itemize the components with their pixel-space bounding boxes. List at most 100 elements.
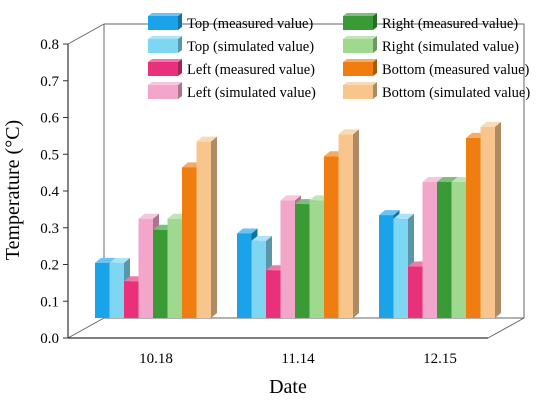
legend-swatch xyxy=(343,39,373,53)
legend-swatch-side xyxy=(373,59,377,76)
y-tick-label: 0.8 xyxy=(40,37,59,53)
legend-swatch xyxy=(343,85,373,99)
legend-swatch-top xyxy=(148,36,182,39)
chart-bars xyxy=(95,121,501,319)
legend-label: Top (simulated value) xyxy=(187,39,314,55)
bar-front xyxy=(309,200,324,318)
legend-swatch-top xyxy=(148,13,182,16)
legend-item: Left (simulated value) xyxy=(148,82,316,101)
legend-item: Right (measured value) xyxy=(343,13,518,32)
bar-front xyxy=(422,182,437,318)
legend-swatch-side xyxy=(373,82,377,99)
legend-swatch-side xyxy=(178,36,182,53)
legend-swatch-side xyxy=(178,82,182,99)
bar-top xyxy=(379,210,400,216)
legend-item: Left (measured value) xyxy=(148,59,315,78)
legend-label: Right (simulated value) xyxy=(382,39,519,55)
y-axis-ticks: 0.0 0.1 0.2 0.3 0.4 0.5 0.6 0.7 0.8 xyxy=(40,37,68,347)
back-wall xyxy=(104,23,525,318)
bar-front xyxy=(138,218,153,318)
x-axis-ticks: 10.18 11.14 12.15 xyxy=(139,351,457,367)
bar-front xyxy=(251,240,266,318)
bar-front xyxy=(466,137,481,318)
bar-front xyxy=(324,156,339,318)
bar-front xyxy=(393,218,408,318)
bar-side xyxy=(495,121,501,319)
bar-top xyxy=(437,177,458,183)
legend-swatch-top xyxy=(148,59,182,62)
legend-swatch xyxy=(343,16,373,30)
legend-swatch-top xyxy=(343,59,377,62)
y-tick-label: 0.6 xyxy=(40,111,59,127)
legend-swatch xyxy=(148,39,178,53)
bar-front xyxy=(338,134,353,318)
legend-swatch-side xyxy=(178,13,182,30)
legend-swatch-top xyxy=(343,13,377,16)
top-left-edge xyxy=(67,23,105,45)
y-tick-label: 0.2 xyxy=(40,258,59,274)
bar-front xyxy=(109,262,124,318)
bar-front xyxy=(437,182,452,318)
bar-front xyxy=(280,200,295,318)
legend-swatch xyxy=(343,62,373,76)
y-tick-label: 0.5 xyxy=(40,147,59,163)
legend-label: Left (measured value) xyxy=(187,62,315,78)
bar-front xyxy=(451,182,466,318)
bar xyxy=(196,136,217,318)
legend-label: Left (simulated value) xyxy=(187,85,316,101)
legend-swatch-side xyxy=(178,59,182,76)
legend-swatch-top xyxy=(343,36,377,39)
y-tick-label: 0.3 xyxy=(40,221,59,237)
legend-label: Right (measured value) xyxy=(382,16,518,32)
legend-swatch xyxy=(148,62,178,76)
bar-front xyxy=(182,167,197,318)
legend-swatch-side xyxy=(373,36,377,53)
legend-label: Bottom (measured value) xyxy=(382,62,530,78)
legend-item: Top (measured value) xyxy=(148,13,313,32)
bar-front xyxy=(237,233,252,318)
legend-swatch xyxy=(148,16,178,30)
legend-swatch-side xyxy=(373,13,377,30)
x-tick-label: 12.15 xyxy=(423,351,457,367)
bar-front xyxy=(167,218,182,318)
legend-swatch-top xyxy=(343,82,377,85)
bar-top xyxy=(251,235,272,241)
bar-front xyxy=(153,229,168,318)
x-tick-label: 11.14 xyxy=(281,351,315,367)
legend-item: Right (simulated value) xyxy=(343,36,519,55)
legend-item: Top (simulated value) xyxy=(148,36,314,55)
bar-top xyxy=(480,121,501,127)
bar-front xyxy=(480,126,495,319)
bar-top xyxy=(196,136,217,142)
legend-swatch-top xyxy=(148,82,182,85)
bar-top xyxy=(280,195,301,201)
bar-top xyxy=(109,257,130,263)
bar-top xyxy=(393,213,414,219)
bar-side xyxy=(353,129,359,318)
legend-label: Bottom (simulated value) xyxy=(382,85,530,101)
y-tick-label: 0.4 xyxy=(40,184,59,200)
bar xyxy=(338,129,359,318)
bar-front xyxy=(95,262,110,318)
y-tick-label: 0.7 xyxy=(40,74,59,90)
bar-front xyxy=(295,204,310,318)
y-tick-label: 0.1 xyxy=(40,294,59,310)
bar-front xyxy=(266,270,281,318)
x-axis-label: Date xyxy=(269,376,307,398)
bar-top xyxy=(338,129,359,135)
bar xyxy=(480,121,501,319)
y-axis-label: Temperature (°C) xyxy=(2,120,24,260)
bar-front xyxy=(379,215,394,318)
floor-right-edge xyxy=(487,317,525,339)
floor-left-edge xyxy=(67,317,105,339)
legend-item: Bottom (measured value) xyxy=(343,59,530,78)
bar-front xyxy=(408,266,423,318)
bar-top xyxy=(138,213,159,219)
bar-top xyxy=(237,228,258,234)
legend-label: Top (measured value) xyxy=(187,16,313,32)
bar-top xyxy=(422,177,443,183)
bar-top xyxy=(95,257,116,263)
legend-swatch xyxy=(148,85,178,99)
bar-front xyxy=(124,281,139,318)
